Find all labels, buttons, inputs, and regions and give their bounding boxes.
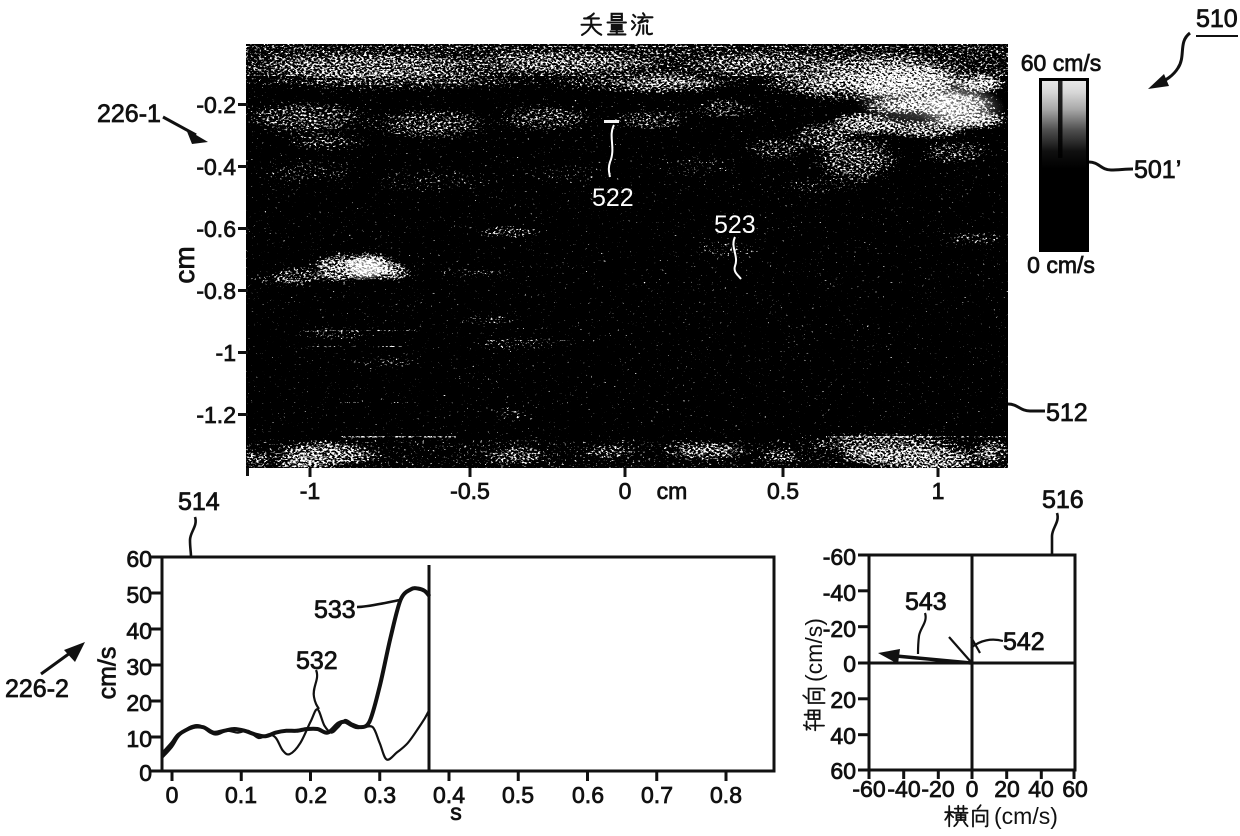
svg-text:522: 522 xyxy=(592,184,634,212)
svg-text:(cm/s): (cm/s) xyxy=(994,803,1058,829)
svg-text:(cm/s): (cm/s) xyxy=(801,618,827,682)
svg-text:523: 523 xyxy=(714,211,756,239)
